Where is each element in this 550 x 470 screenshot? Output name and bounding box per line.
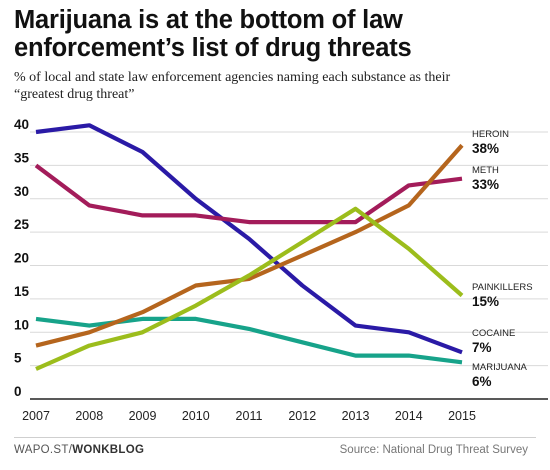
footer-source-link: WAPO.ST/WONKBLOG xyxy=(14,444,144,456)
series-line-heroin xyxy=(35,143,464,348)
series-line-cocaine xyxy=(35,123,463,355)
series-value-label: 6% xyxy=(472,374,492,389)
footer-divider xyxy=(14,437,536,438)
x-tick-label: 2010 xyxy=(182,409,210,423)
y-tick-label: 0 xyxy=(14,384,22,399)
subtitle-line-1: % of local and state law enforcement age… xyxy=(14,70,451,85)
x-tick-label: 2011 xyxy=(236,409,263,423)
x-tick-label: 2013 xyxy=(342,409,370,423)
y-tick-label: 40 xyxy=(14,117,29,132)
x-tick-label: 2009 xyxy=(129,409,157,423)
y-tick-label: 35 xyxy=(14,150,30,165)
x-tick-label: 2015 xyxy=(448,409,476,423)
y-tick-label: 10 xyxy=(14,317,29,332)
series-name-label: COCAINE xyxy=(472,328,515,339)
series-value-label: 7% xyxy=(472,340,492,355)
chart-title: Marijuana is at the bottom of law enforc… xyxy=(14,6,544,62)
series-line-painkillers xyxy=(35,206,464,371)
series-value-label: 38% xyxy=(472,141,499,156)
x-tick-label: 2014 xyxy=(395,409,423,423)
y-tick-label: 15 xyxy=(14,284,30,299)
subtitle-line-2: “greatest drug threat” xyxy=(14,87,135,102)
source-note: Source: National Drug Threat Survey xyxy=(339,444,528,456)
y-tick-label: 30 xyxy=(14,184,29,199)
chart-subtitle: % of local and state law enforcement age… xyxy=(14,69,544,103)
series-name-label: METH xyxy=(472,165,499,176)
series-value-label: 15% xyxy=(472,294,499,309)
y-tick-label: 25 xyxy=(14,217,30,232)
y-tick-label: 5 xyxy=(14,351,22,366)
y-tick-label: 20 xyxy=(14,251,29,266)
title-line-2: enforcement’s list of drug threats xyxy=(14,34,412,62)
series-line-marijuana xyxy=(35,316,463,365)
x-tick-label: 2008 xyxy=(75,409,103,423)
title-line-1: Marijuana is at the bottom of law xyxy=(14,6,403,34)
series-line-meth xyxy=(34,163,463,225)
series-name-label: HEROIN xyxy=(472,129,509,140)
series-value-label: 33% xyxy=(472,177,499,192)
source-brand: WONKBLOG xyxy=(72,444,145,456)
series-name-label: PAINKILLERS xyxy=(472,282,533,293)
x-tick-label: 2007 xyxy=(22,409,50,423)
source-prefix: WAPO.ST/ xyxy=(14,444,73,456)
x-tick-label: 2012 xyxy=(288,409,316,423)
series-name-label: MARIJUANA xyxy=(472,362,528,373)
